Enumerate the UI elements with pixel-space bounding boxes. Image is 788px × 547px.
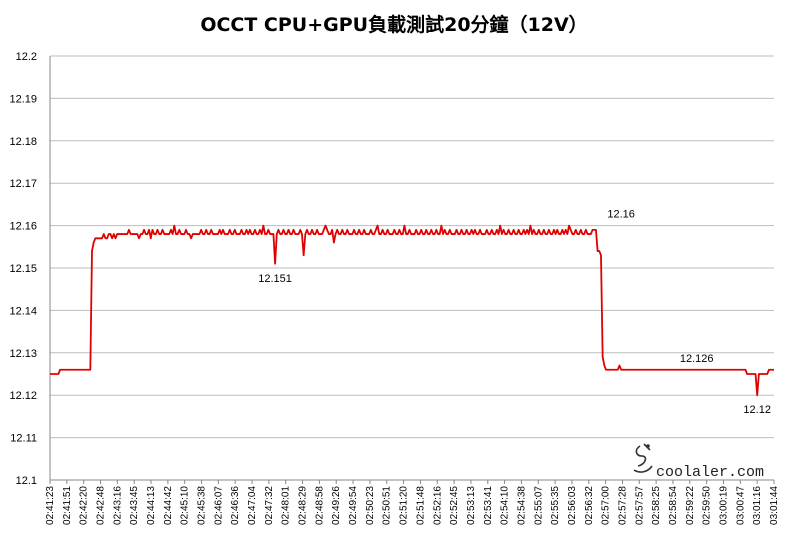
x-tick-label: 02:48:58 [314,486,325,525]
y-tick-label: 12.18 [9,136,37,148]
y-tick-label: 12.14 [9,305,37,317]
y-tick-label: 12.13 [9,348,37,360]
x-tick-label: 02:46:07 [213,486,224,525]
x-tick-label: 02:49:26 [331,486,342,525]
x-tick-label: 02:49:54 [348,486,359,525]
x-tick-label: 02:55:35 [550,486,561,525]
x-axis-tick-labels: 02:41:23 02:41:51 02:42:20 02:42:48 02:43:16… [45,486,780,525]
x-tick-label: 02:47:04 [247,486,258,525]
x-tick-label: 02:44:13 [146,486,157,525]
x-tick-label: 02:45:38 [197,486,208,525]
y-axis-tick-labels: 12.1 12.11 12.12 12.13 12.14 12.15 12.16 12.17 1… [9,51,37,487]
x-tick-label: 02:50:23 [365,486,376,525]
x-tick-label: 02:47:32 [264,486,275,525]
x-tick-label: 02:56:32 [584,486,595,525]
y-tick-label: 12.11 [10,433,37,445]
x-tick-label: 03:00:47 [735,486,746,525]
x-tick-label: 03:01:16 [752,486,763,525]
x-tick-label: 02:58:54 [668,486,679,525]
x-tick-label: 02:50:51 [382,486,393,525]
y-tick-label: 12.16 [9,221,37,233]
x-tick-label: 02:53:13 [466,486,477,525]
x-tick-label: 02:48:29 [298,486,309,525]
watermark-text: coolaler.com [656,464,764,480]
gridlines [50,55,774,481]
x-tick-label: 02:56:03 [567,486,578,525]
x-tick-label: 02:48:01 [281,486,292,525]
y-tick-label: 12.15 [9,263,37,275]
y-tick-label: 12.19 [9,93,37,105]
y-tick-label: 12.1 [16,475,37,487]
x-tick-label: 02:57:57 [634,486,645,525]
x-tick-label: 02:52:16 [432,486,443,525]
x-tick-label: 02:57:00 [601,486,612,525]
x-tick-label: 02:44:42 [163,486,174,525]
x-tick-label: 02:53:41 [483,486,494,525]
x-tick-label: 02:41:23 [45,486,56,525]
y-tick-label: 12.17 [9,178,37,190]
x-tick-label: 02:58:25 [651,486,662,525]
data-label: 12.16 [607,209,635,221]
x-tick-label: 03:01:44 [769,486,780,525]
x-tick-label: 02:55:07 [533,486,544,525]
x-tick-label: 02:46:36 [230,486,241,525]
x-tick-label: 02:43:45 [129,486,140,525]
y-tick-label: 12.12 [9,390,37,402]
data-label: 12.126 [680,353,714,365]
x-tick-label: 03:00:19 [718,486,729,525]
y-tick-label: 12.2 [16,51,37,63]
data-label: 12.151 [258,273,292,285]
data-label: 12.12 [743,404,771,416]
x-tick-label: 02:51:48 [415,486,426,525]
axes [49,56,775,484]
x-tick-label: 02:51:20 [399,486,410,525]
series-layer [50,224,774,397]
x-tick-label: 02:54:10 [500,486,511,525]
data-labels: 12.16 12.151 12.126 12.12 [258,209,771,417]
watermark-logo: coolaler.com [628,440,783,481]
x-tick-label: 02:59:50 [702,486,713,525]
x-tick-label: 02:52:45 [449,486,460,525]
x-tick-label: 02:43:16 [112,486,123,525]
x-tick-label: 02:57:28 [617,486,628,525]
x-tick-label: 02:41:51 [62,486,73,525]
x-tick-label: 02:59:22 [685,486,696,525]
series-line [50,224,774,397]
chart-title: OCCT CPU+GPU負載測試20分鐘（12V） [200,14,588,36]
x-tick-label: 02:42:48 [96,486,107,525]
x-tick-label: 02:45:10 [180,486,191,525]
x-tick-label: 02:42:20 [79,486,90,525]
x-tick-label: 02:54:38 [516,486,527,525]
